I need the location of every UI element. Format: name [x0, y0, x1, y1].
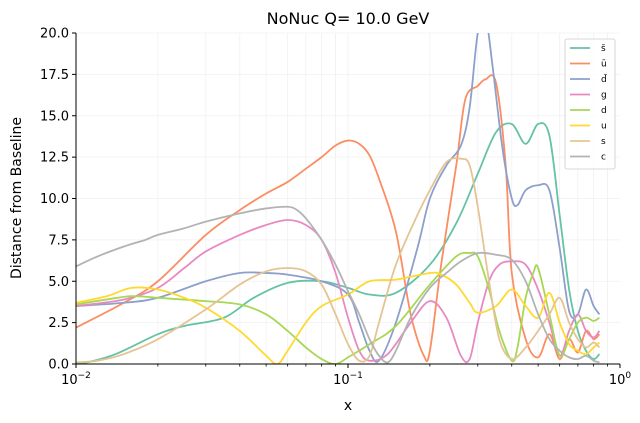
axes: 0.0 2.5 5.0 7.5 10.0 12.5 15.0 17.5 20.0 10−2 10−1… [40, 27, 631, 389]
y-tick-label: 15.0 [40, 109, 69, 124]
series-group [76, 33, 601, 364]
series-line-5 [76, 271, 600, 364]
x-axis-label: x [344, 398, 352, 414]
legend-label: c [601, 153, 606, 163]
legend-label: u [601, 122, 607, 132]
x-tick-label: 100 [609, 371, 632, 388]
x-tick-label: 10−2 [61, 371, 91, 388]
series-line-4 [76, 251, 600, 364]
series-line-2 [76, 33, 601, 363]
y-tick-label: 12.5 [40, 151, 69, 166]
legend-label: d̄ [601, 73, 608, 85]
x-tick-label: 10−1 [333, 371, 363, 388]
series-line-0 [76, 122, 601, 364]
y-tick-label: 0.0 [48, 358, 69, 373]
y-tick-label: 10.0 [40, 192, 69, 207]
legend-label: s [601, 137, 606, 147]
y-tick-label: 17.5 [40, 68, 69, 83]
y-axis-label: Distance from Baseline [9, 117, 25, 279]
series-line-7 [76, 205, 600, 364]
y-tick-label: 2.5 [48, 316, 69, 331]
legend-label: d [601, 106, 607, 116]
legend-label: s̄ [601, 44, 606, 54]
legend-label: g [601, 91, 607, 101]
series-line-6 [76, 157, 601, 364]
legend-frame [564, 38, 616, 170]
y-tick-label: 7.5 [48, 233, 69, 248]
chart-title: NoNuc Q= 10.0 GeV [267, 9, 430, 28]
grid [75, 32, 620, 365]
y-tick-label: 5.0 [48, 275, 69, 290]
legend-label: ū [601, 60, 607, 70]
y-tick-label: 20.0 [40, 27, 69, 42]
series-line-1 [76, 74, 601, 363]
